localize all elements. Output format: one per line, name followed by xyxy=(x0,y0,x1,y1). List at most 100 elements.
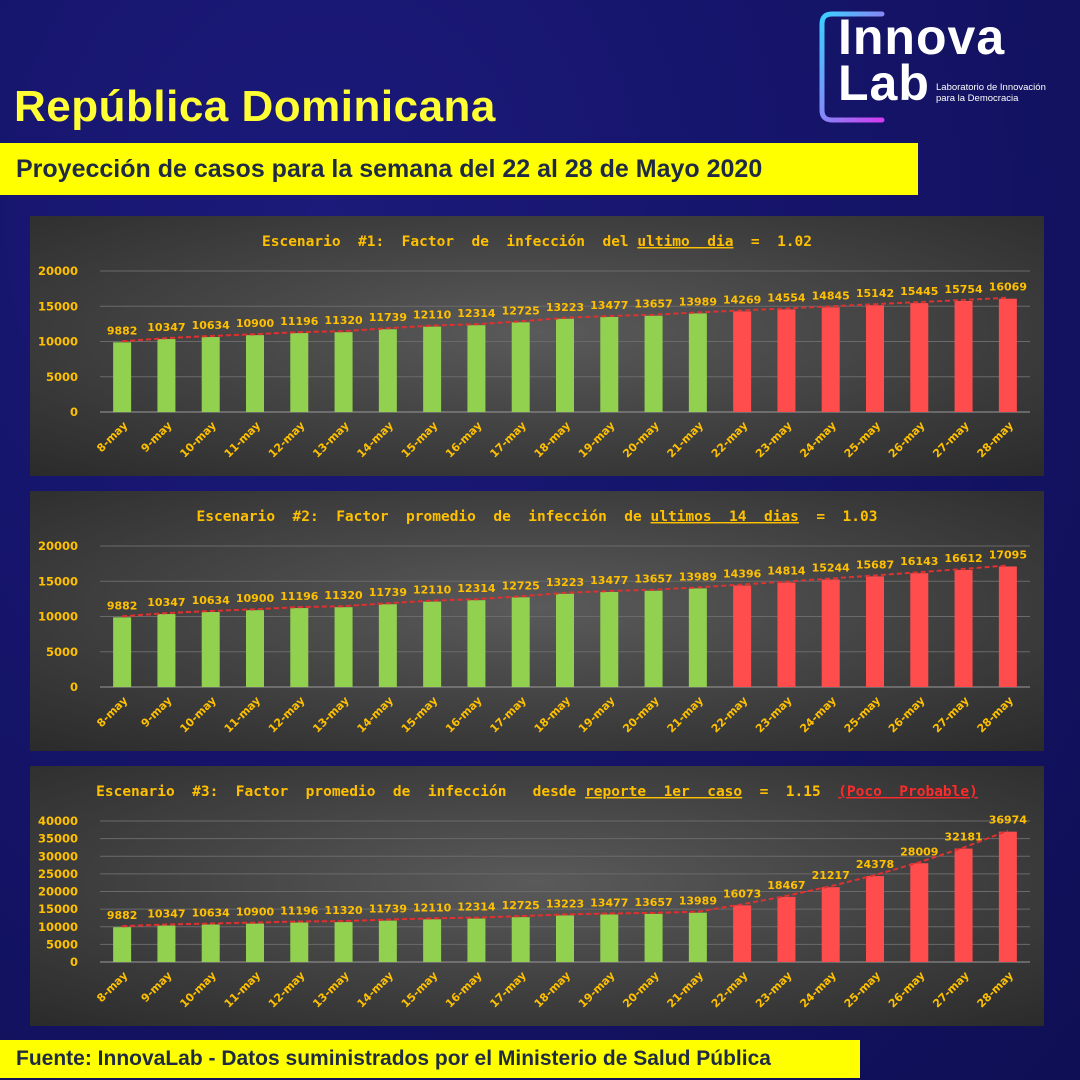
subtitle-banner: Proyección de casos para la semana del 2… xyxy=(0,143,918,195)
data-label: 11320 xyxy=(324,904,363,917)
y-tick-label: 10000 xyxy=(38,335,78,349)
y-tick-label: 5000 xyxy=(46,370,78,384)
bar xyxy=(821,887,840,962)
data-label: 15445 xyxy=(900,285,938,298)
bar xyxy=(998,298,1017,412)
data-label: 13223 xyxy=(546,897,584,910)
data-label: 13989 xyxy=(679,295,717,308)
bar xyxy=(201,924,220,962)
bar xyxy=(113,927,132,962)
data-label: 13223 xyxy=(546,301,584,314)
chart-title-part: Escenario #3: Factor promedio de infecci… xyxy=(96,784,585,800)
bar xyxy=(246,335,264,412)
bar xyxy=(733,905,752,962)
chart-title-underlined: reporte 1er caso xyxy=(585,784,742,800)
data-label: 15754 xyxy=(944,283,983,296)
data-label: 18467 xyxy=(767,879,805,892)
bar xyxy=(334,922,353,962)
data-label: 14554 xyxy=(767,291,806,304)
chart-background xyxy=(30,766,1044,1026)
chart-scenario-1: Escenario #1: Factor de infección del ul… xyxy=(30,216,1044,476)
bar xyxy=(246,610,264,687)
y-tick-label: 15000 xyxy=(38,902,78,916)
bar xyxy=(201,612,220,687)
bar xyxy=(954,848,973,962)
data-label: 10634 xyxy=(192,594,231,607)
bar xyxy=(866,305,884,412)
logo-frame-icon xyxy=(819,11,885,123)
bar xyxy=(467,918,486,962)
bar xyxy=(600,316,619,412)
chart-panel-2: Escenario #2: Factor promedio de infecci… xyxy=(30,491,1044,751)
data-label: 13989 xyxy=(679,570,717,583)
bar xyxy=(290,922,309,962)
data-label: 10347 xyxy=(147,596,185,609)
chart-panel-1: Escenario #1: Factor de infección del ul… xyxy=(30,216,1044,476)
y-tick-label: 10000 xyxy=(38,610,78,624)
page-title: República Dominicana xyxy=(14,82,496,131)
chart-panel-3: Escenario #3: Factor promedio de infecci… xyxy=(30,766,1044,1026)
data-label: 12725 xyxy=(502,304,540,317)
bar xyxy=(644,913,663,962)
data-label: 12725 xyxy=(502,579,540,592)
data-label: 13657 xyxy=(634,298,672,311)
chart-title-part: Escenario #2: Factor promedio de infecci… xyxy=(197,509,651,525)
data-label: 24378 xyxy=(856,858,894,871)
data-label: 14845 xyxy=(812,289,850,302)
data-label: 13477 xyxy=(590,896,628,909)
data-label: 11196 xyxy=(280,905,319,918)
data-label: 10900 xyxy=(236,317,275,330)
chart-title-warning: (Poco Probable) xyxy=(838,784,978,800)
bar xyxy=(334,607,353,687)
bar xyxy=(467,325,486,412)
data-label: 9882 xyxy=(107,324,138,337)
data-label: 9882 xyxy=(107,599,138,612)
bar xyxy=(733,311,752,412)
logo-line1: Innova xyxy=(838,9,1006,65)
data-label: 21217 xyxy=(812,869,850,882)
data-label: 11320 xyxy=(324,589,363,602)
data-label: 32181 xyxy=(944,831,982,844)
data-label: 12110 xyxy=(413,901,452,914)
chart-title-part: = 1.03 xyxy=(799,509,878,525)
bar xyxy=(866,576,884,687)
data-label: 11739 xyxy=(369,903,407,916)
data-label: 11739 xyxy=(369,311,407,324)
trendline xyxy=(122,564,1008,618)
bar xyxy=(556,318,574,412)
bar xyxy=(334,332,353,412)
y-tick-label: 0 xyxy=(70,955,78,969)
bar xyxy=(290,608,309,687)
trendline xyxy=(122,296,1008,343)
data-label: 16143 xyxy=(900,555,938,568)
data-label: 14396 xyxy=(723,568,762,581)
bar xyxy=(954,569,973,687)
chart-title: Escenario #1: Factor de infección del ul… xyxy=(262,234,812,250)
bar xyxy=(821,307,840,412)
data-label: 15142 xyxy=(856,287,894,300)
bar xyxy=(290,333,309,412)
data-label: 12110 xyxy=(413,309,452,322)
bar xyxy=(954,300,973,412)
data-label: 11196 xyxy=(280,315,319,328)
logo-tagline-2: para la Democracia xyxy=(936,93,1019,104)
bar xyxy=(688,588,707,687)
data-label: 10900 xyxy=(236,906,275,919)
bar xyxy=(113,617,132,687)
y-tick-label: 20000 xyxy=(38,885,78,899)
data-label: 9882 xyxy=(107,909,138,922)
data-label: 13477 xyxy=(590,299,628,312)
data-label: 16073 xyxy=(723,887,761,900)
data-label: 36974 xyxy=(989,814,1028,827)
bar xyxy=(688,912,707,962)
y-tick-label: 20000 xyxy=(38,539,78,553)
y-tick-label: 5000 xyxy=(46,645,78,659)
chart-title: Escenario #2: Factor promedio de infecci… xyxy=(197,509,878,525)
bar xyxy=(998,831,1017,962)
data-label: 10347 xyxy=(147,321,185,334)
bar xyxy=(866,876,884,962)
bar xyxy=(423,601,442,687)
bar xyxy=(378,920,397,962)
data-label: 10900 xyxy=(236,592,275,605)
data-label: 14269 xyxy=(723,293,761,306)
